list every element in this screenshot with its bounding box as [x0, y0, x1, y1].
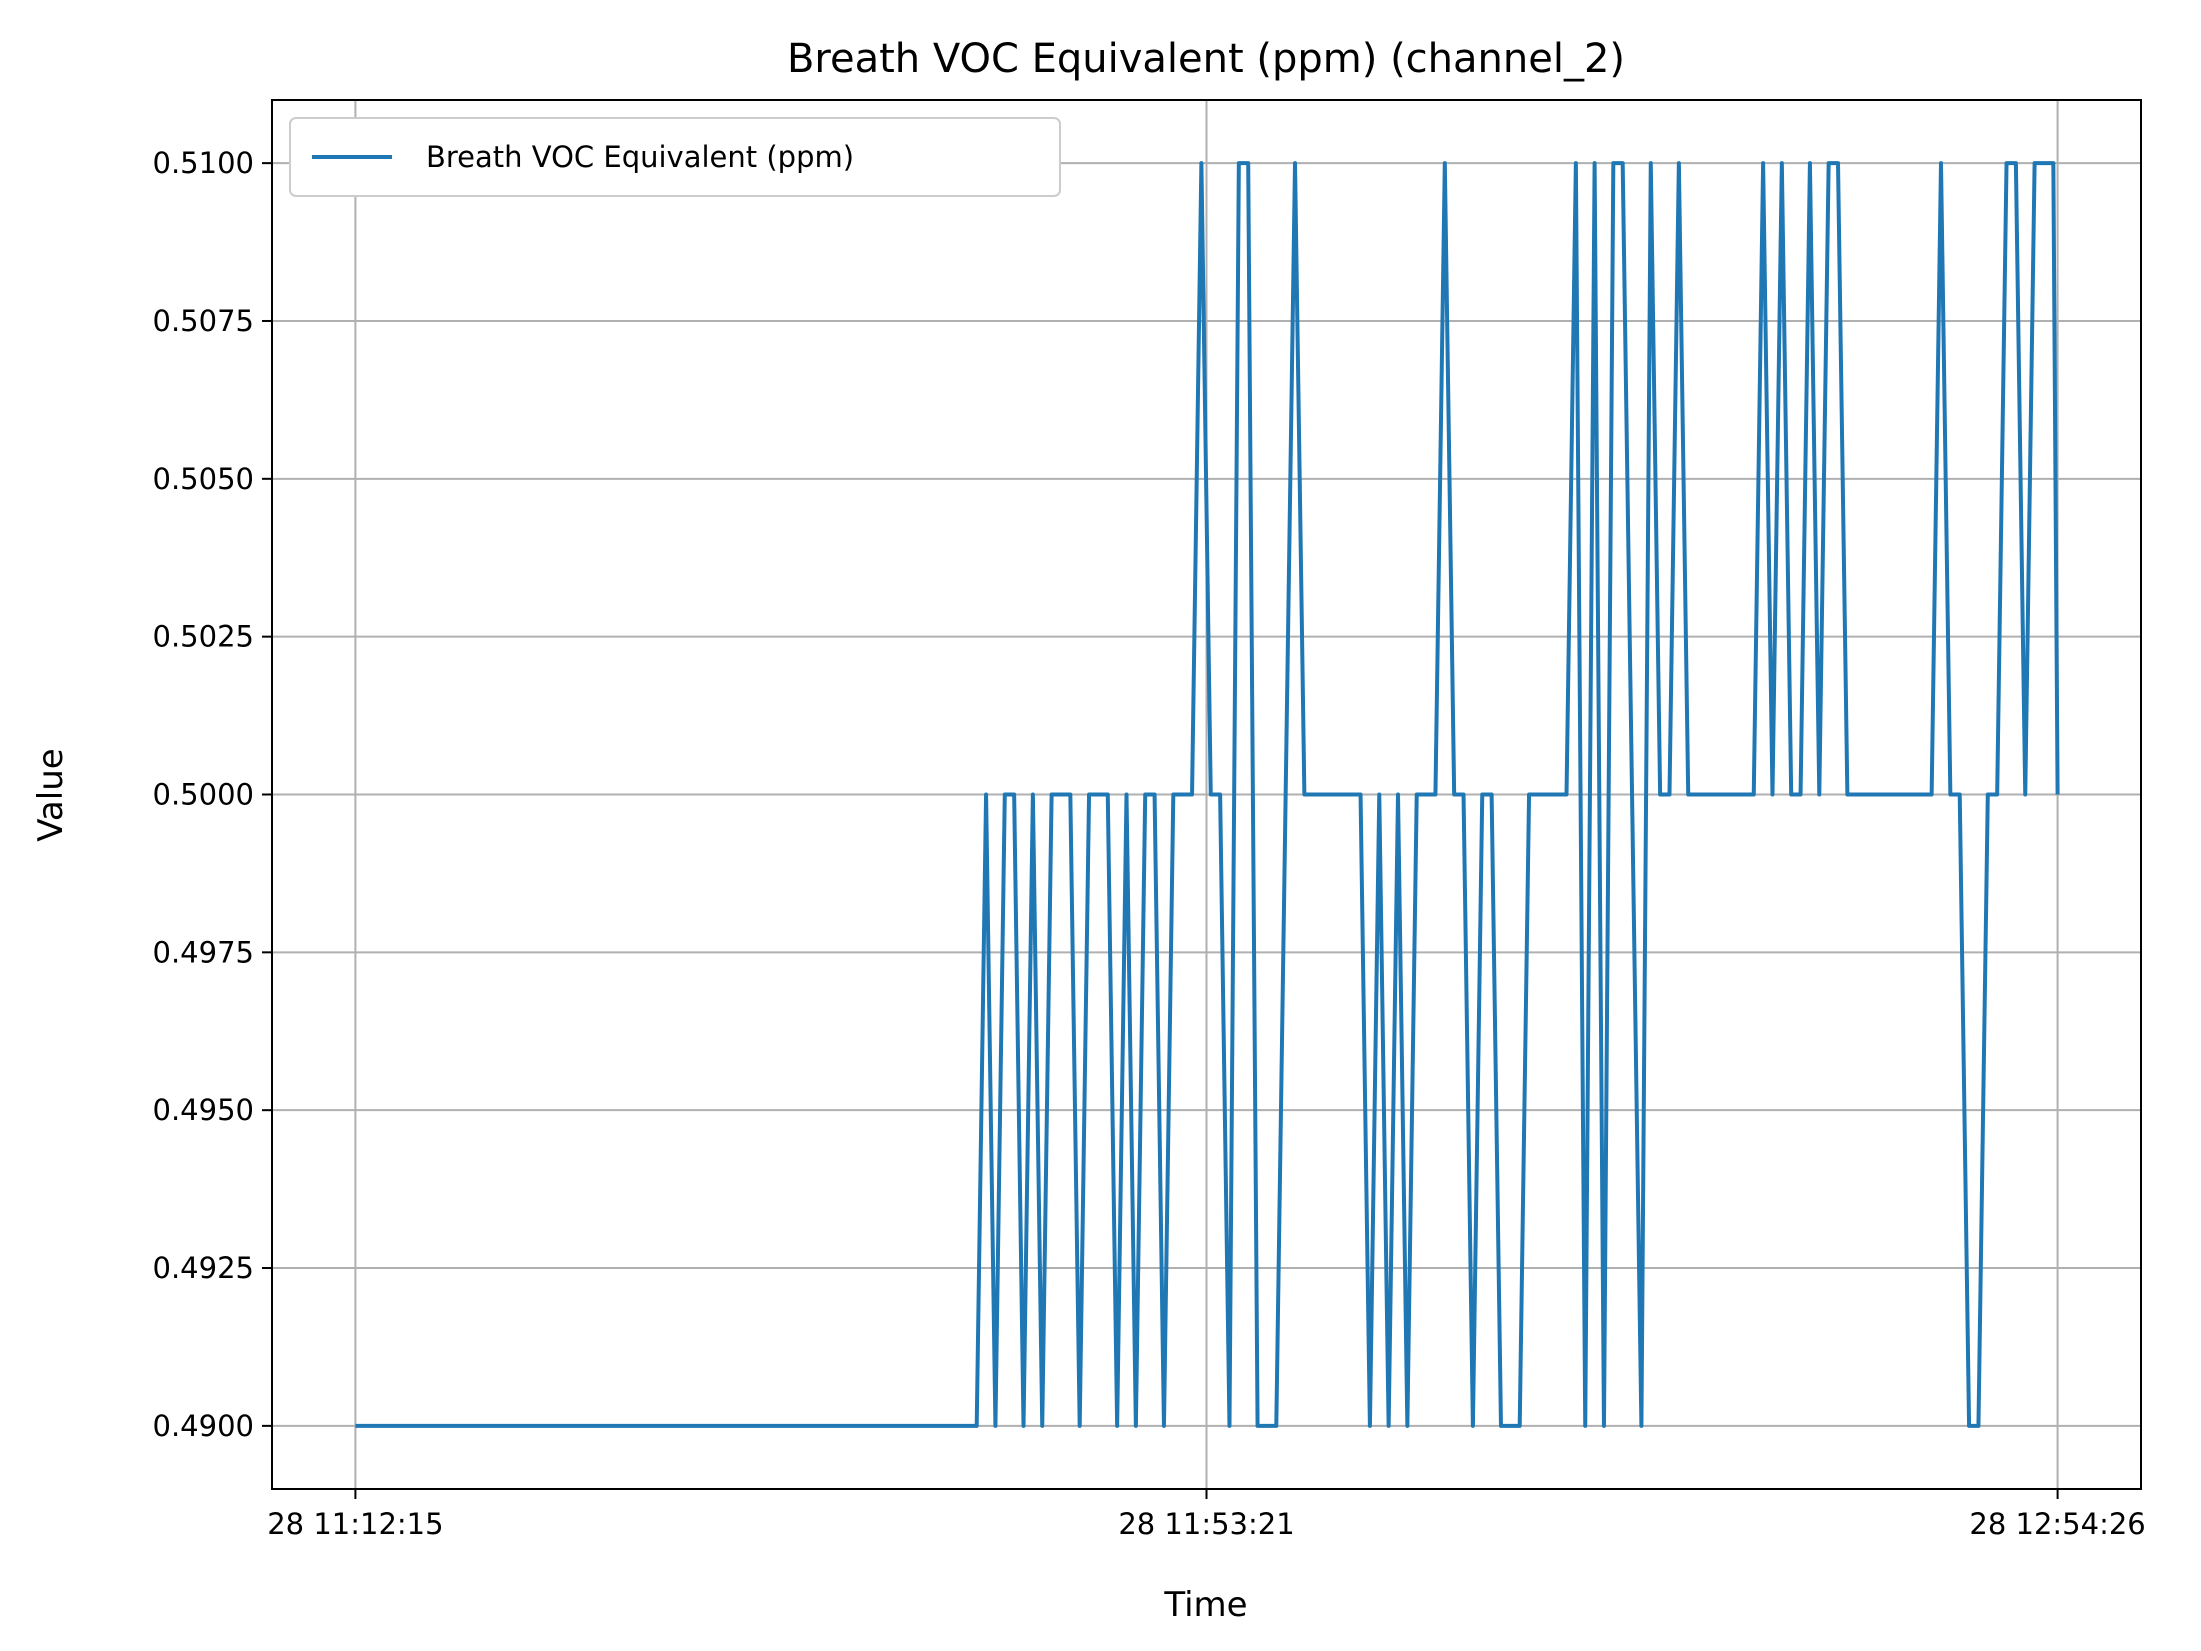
chart-title: Breath VOC Equivalent (ppm) (channel_2): [787, 36, 1625, 82]
y-tick-label: 0.5100: [153, 146, 254, 180]
y-tick-label: 0.5025: [153, 620, 254, 654]
y-tick-label: 0.5000: [153, 778, 254, 812]
legend[interactable]: Breath VOC Equivalent (ppm): [289, 117, 1061, 197]
x-tick-label: 28 11:53:21: [1118, 1507, 1294, 1541]
legend-entry: Breath VOC Equivalent (ppm): [426, 140, 854, 174]
x-axis-label: Time: [1163, 1585, 1247, 1625]
x-tick-label: 28 11:12:15: [267, 1507, 443, 1541]
y-tick-label: 0.4925: [153, 1251, 254, 1285]
y-tick-label: 0.4975: [153, 935, 254, 969]
x-tick-label: 28 12:54:26: [1969, 1507, 2145, 1541]
series-line: [355, 161, 2060, 1428]
y-tick-label: 0.5075: [153, 304, 254, 338]
legend-box: [289, 117, 1061, 197]
ticks: 0.4900 0.4925 0.4950 0.4975 0.5000 0.5025 0.50…: [153, 146, 2146, 1541]
series-layer: [355, 161, 2060, 1428]
y-tick-label: 0.4900: [153, 1409, 254, 1443]
y-axis-label: Value: [31, 748, 71, 841]
y-tick-label: 0.5050: [153, 462, 254, 496]
y-tick-label: 0.4950: [153, 1093, 254, 1127]
